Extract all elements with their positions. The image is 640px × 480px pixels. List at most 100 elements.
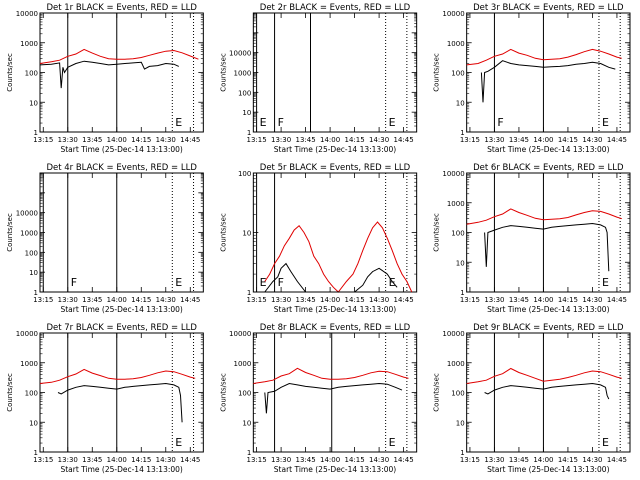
y-tick-label: 1 [460,129,464,137]
x-tick-label: 14:45 [180,296,200,304]
x-tick-label: 13:15 [460,456,480,464]
marker-label: E [389,436,396,449]
x-tick-label: 14:00 [107,296,127,304]
y-tick-label: 10 [29,269,38,277]
x-tick-label: 13:15 [460,136,480,144]
plot-frame [466,12,631,133]
y-tick-label: 1000 [234,360,252,368]
marker-label: F [497,116,503,129]
lld-series-line [253,367,409,384]
panel-title: Det 3r BLACK = Events, RED = LLD [473,3,624,13]
y-tick-label: 1 [247,449,251,457]
marker-label: E [602,116,609,129]
x-tick-label: 13:30 [271,296,291,304]
panel-det-1: Det 1r BLACK = Events, RED = LLD 1 10 100 10… [6,3,204,154]
lld-series-line [264,221,413,293]
x-tick-label: 13:15 [33,296,53,304]
lld-series-line [466,367,622,384]
panel-title: Det 4r BLACK = Events, RED = LLD [46,163,197,173]
y-tick-label: 10000 [229,50,251,58]
x-tick-label: 14:15 [558,296,578,304]
x-axis-label: Start Time (25-Dec-14 13:13:00) [487,305,609,314]
y-tick-label: 10 [456,419,465,427]
marker-label: E [602,276,609,289]
panel-det-5: Det 5r BLACK = Events, RED = LLD 1 10 100 Co… [219,163,418,314]
y-tick-label: 10000 [16,330,38,338]
x-tick-label: 14:45 [394,296,414,304]
x-tick-label: 14:30 [582,296,602,304]
y-tick-label: 100 [451,70,464,78]
x-tick-label: 14:30 [156,456,176,464]
x-axis-label: Start Time (25-Dec-14 13:13:00) [487,145,609,154]
y-tick-label: 100 [25,249,38,257]
x-tick-label: 13:30 [484,456,504,464]
x-tick-label: 13:30 [58,296,78,304]
x-tick-label: 14:00 [320,456,340,464]
y-tick-label: 100 [25,70,38,78]
x-tick-label: 13:15 [33,136,53,144]
x-tick-label: 13:30 [271,136,291,144]
plot-frame [39,172,204,293]
panel-title: Det 1r BLACK = Events, RED = LLD [46,3,197,13]
x-tick-label: 14:45 [607,136,627,144]
x-tick-label: 14:00 [533,456,553,464]
y-tick-label: 1000 [447,360,465,368]
panel-det-7: Det 7r BLACK = Events, RED = LLD 1 10 100 10… [6,323,204,474]
y-tick-label: 1000 [20,230,38,238]
y-tick-label: 10000 [16,210,38,218]
events-series-line [264,382,403,414]
y-tick-label: 10 [456,259,465,267]
y-axis-label: Counts/sec [6,213,14,252]
y-tick-label: 1000 [447,40,465,48]
y-tick-label: 10 [29,99,38,107]
y-tick-label: 10000 [229,330,251,338]
x-tick-label: 13:30 [271,456,291,464]
marker-label: E [175,436,182,449]
y-tick-label: 100 [451,230,464,238]
y-tick-label: 100 [25,390,38,398]
y-axis-label: Counts/sec [219,373,227,412]
y-tick-label: 1000 [20,360,38,368]
x-tick-label: 14:30 [156,296,176,304]
x-tick-label: 13:30 [484,296,504,304]
x-axis-label: Start Time (25-Dec-14 13:13:00) [60,305,182,314]
panel-det-4: Det 4r BLACK = Events, RED = LLD 1 10 100 10… [6,163,204,314]
events-series-line [39,60,180,89]
y-tick-label: 10000 [442,170,464,178]
y-axis-label: Counts/sec [219,53,227,92]
plot-frame [466,172,631,293]
x-tick-label: 14:45 [180,136,200,144]
marker-label: E [175,276,182,289]
y-tick-label: 100 [238,390,251,398]
x-tick-label: 14:30 [369,456,389,464]
x-tick-label: 14:45 [607,456,627,464]
y-tick-label: 10 [242,109,251,117]
x-tick-label: 13:45 [509,136,529,144]
x-tick-label: 14:45 [394,456,414,464]
x-tick-label: 13:45 [296,136,316,144]
plot-frame [252,12,418,133]
y-tick-label: 1 [34,289,38,297]
x-tick-label: 14:00 [533,296,553,304]
x-tick-label: 14:15 [345,296,365,304]
x-tick-label: 13:45 [509,456,529,464]
x-tick-label: 13:45 [82,296,102,304]
y-axis-label: Counts/sec [219,213,227,252]
x-tick-label: 14:15 [345,456,365,464]
y-axis-label: Counts/sec [6,53,14,92]
x-tick-label: 13:30 [58,456,78,464]
x-tick-label: 13:30 [58,136,78,144]
y-axis-label: Counts/sec [433,53,441,92]
x-axis-label: Start Time (25-Dec-14 13:13:00) [60,465,182,474]
events-series-line [264,262,398,293]
panel-title: Det 5r BLACK = Events, RED = LLD [260,163,411,173]
y-tick-label: 100 [451,390,464,398]
x-axis-label: Start Time (25-Dec-14 13:13:00) [487,465,609,474]
y-tick-label: 10000 [442,10,464,18]
panel-det-8: Det 8r BLACK = Events, RED = LLD 1 10 100 10… [219,323,418,474]
x-tick-label: 14:00 [320,136,340,144]
lld-series-line [39,48,199,64]
marker-label: E [260,116,267,129]
y-tick-label: 10 [29,419,38,427]
